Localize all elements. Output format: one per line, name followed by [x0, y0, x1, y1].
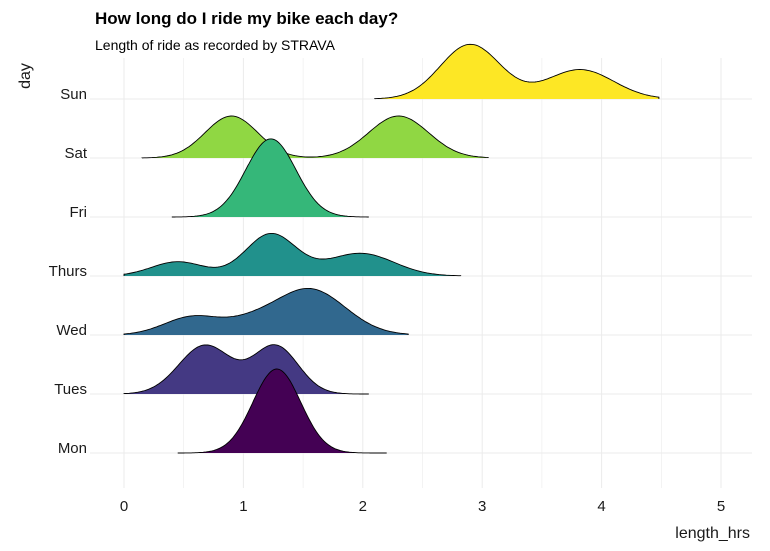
y-tick-label: Mon: [58, 440, 87, 457]
ridge-outline-tues: [123, 344, 369, 395]
ridge-outline-mon: [177, 368, 387, 454]
ridge-thurs: [123, 232, 462, 277]
y-axis-title: day: [17, 63, 34, 89]
y-tick-labels: Mon Tues Wed Thurs Fri Sat Sun: [49, 86, 88, 457]
ridge-area-sun: [374, 44, 659, 99]
y-tick-label: Fri: [70, 204, 88, 221]
x-tick-labels: 0 1 2 3 4 5: [120, 498, 725, 515]
chart-subtitle: Length of ride as recorded by STRAVA: [95, 37, 335, 53]
ridge-outline-sat: [141, 115, 489, 159]
x-tick-label: 1: [239, 498, 247, 515]
x-tick-label: 4: [597, 498, 605, 515]
ridge-tues: [123, 344, 369, 395]
ridge-series: [123, 43, 660, 454]
y-tick-label: Wed: [56, 322, 87, 339]
ridge-sat: [141, 115, 489, 159]
ridge-fri: [171, 138, 369, 218]
ridge-area-sat: [141, 116, 489, 158]
ridge-outline-fri: [171, 138, 369, 218]
y-tick-label: Tues: [54, 381, 87, 398]
ridge-sun: [374, 43, 660, 100]
x-tick-label: 2: [359, 498, 367, 515]
ridge-area-thurs: [124, 233, 461, 276]
chart-title: How long do I ride my bike each day?: [95, 9, 399, 28]
ridge-area-tues: [124, 344, 369, 394]
x-axis-title: length_hrs: [675, 525, 750, 542]
x-tick-label: 3: [478, 498, 486, 515]
x-tick-label: 0: [120, 498, 128, 515]
ridge-outline-sun: [374, 43, 660, 100]
y-tick-label: Sat: [64, 145, 87, 162]
y-tick-label: Thurs: [49, 263, 87, 280]
ridge-area-fri: [171, 138, 369, 217]
ridge-outline-thurs: [123, 232, 462, 277]
ridge-area-mon: [177, 369, 387, 453]
x-tick-label: 5: [717, 498, 725, 515]
ridge-area-wed: [124, 288, 409, 335]
ridge-outline-wed: [123, 287, 409, 335]
ridge-wed: [123, 287, 409, 335]
ridge-mon: [177, 368, 387, 454]
y-tick-label: Sun: [60, 86, 87, 103]
